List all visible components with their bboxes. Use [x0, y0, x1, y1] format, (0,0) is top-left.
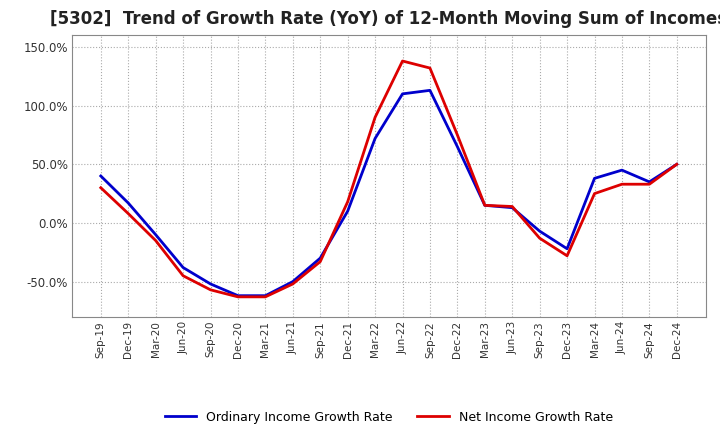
Net Income Growth Rate [536, 235, 544, 241]
Net Income Growth Rate [96, 185, 105, 191]
Ordinary Income Growth Rate [563, 246, 572, 251]
Net Income Growth Rate [508, 204, 516, 209]
Ordinary Income Growth Rate [618, 168, 626, 173]
Net Income Growth Rate [151, 238, 160, 243]
Legend: Ordinary Income Growth Rate, Net Income Growth Rate: Ordinary Income Growth Rate, Net Income … [160, 406, 618, 429]
Net Income Growth Rate [590, 191, 599, 196]
Net Income Growth Rate [426, 66, 434, 71]
Ordinary Income Growth Rate [289, 279, 297, 284]
Net Income Growth Rate [371, 115, 379, 120]
Ordinary Income Growth Rate [508, 205, 516, 210]
Ordinary Income Growth Rate [233, 293, 242, 298]
Net Income Growth Rate [480, 203, 489, 208]
Line: Net Income Growth Rate: Net Income Growth Rate [101, 61, 677, 297]
Ordinary Income Growth Rate [371, 136, 379, 141]
Net Income Growth Rate [453, 132, 462, 138]
Ordinary Income Growth Rate [426, 88, 434, 93]
Net Income Growth Rate [672, 161, 681, 167]
Ordinary Income Growth Rate [343, 209, 352, 214]
Ordinary Income Growth Rate [261, 293, 270, 298]
Title: [5302]  Trend of Growth Rate (YoY) of 12-Month Moving Sum of Incomes: [5302] Trend of Growth Rate (YoY) of 12-… [50, 10, 720, 28]
Net Income Growth Rate [289, 281, 297, 286]
Net Income Growth Rate [343, 199, 352, 205]
Ordinary Income Growth Rate [151, 232, 160, 237]
Ordinary Income Growth Rate [316, 256, 325, 261]
Ordinary Income Growth Rate [398, 91, 407, 96]
Ordinary Income Growth Rate [536, 228, 544, 234]
Net Income Growth Rate [645, 182, 654, 187]
Ordinary Income Growth Rate [124, 200, 132, 205]
Ordinary Income Growth Rate [672, 161, 681, 167]
Ordinary Income Growth Rate [480, 203, 489, 208]
Net Income Growth Rate [618, 182, 626, 187]
Net Income Growth Rate [261, 294, 270, 300]
Ordinary Income Growth Rate [590, 176, 599, 181]
Ordinary Income Growth Rate [206, 281, 215, 286]
Ordinary Income Growth Rate [645, 179, 654, 184]
Line: Ordinary Income Growth Rate: Ordinary Income Growth Rate [101, 90, 677, 296]
Net Income Growth Rate [179, 273, 187, 279]
Net Income Growth Rate [563, 253, 572, 258]
Net Income Growth Rate [316, 259, 325, 264]
Ordinary Income Growth Rate [453, 144, 462, 149]
Net Income Growth Rate [398, 59, 407, 64]
Ordinary Income Growth Rate [96, 173, 105, 179]
Net Income Growth Rate [206, 287, 215, 293]
Net Income Growth Rate [124, 211, 132, 216]
Net Income Growth Rate [233, 294, 242, 300]
Ordinary Income Growth Rate [179, 265, 187, 270]
